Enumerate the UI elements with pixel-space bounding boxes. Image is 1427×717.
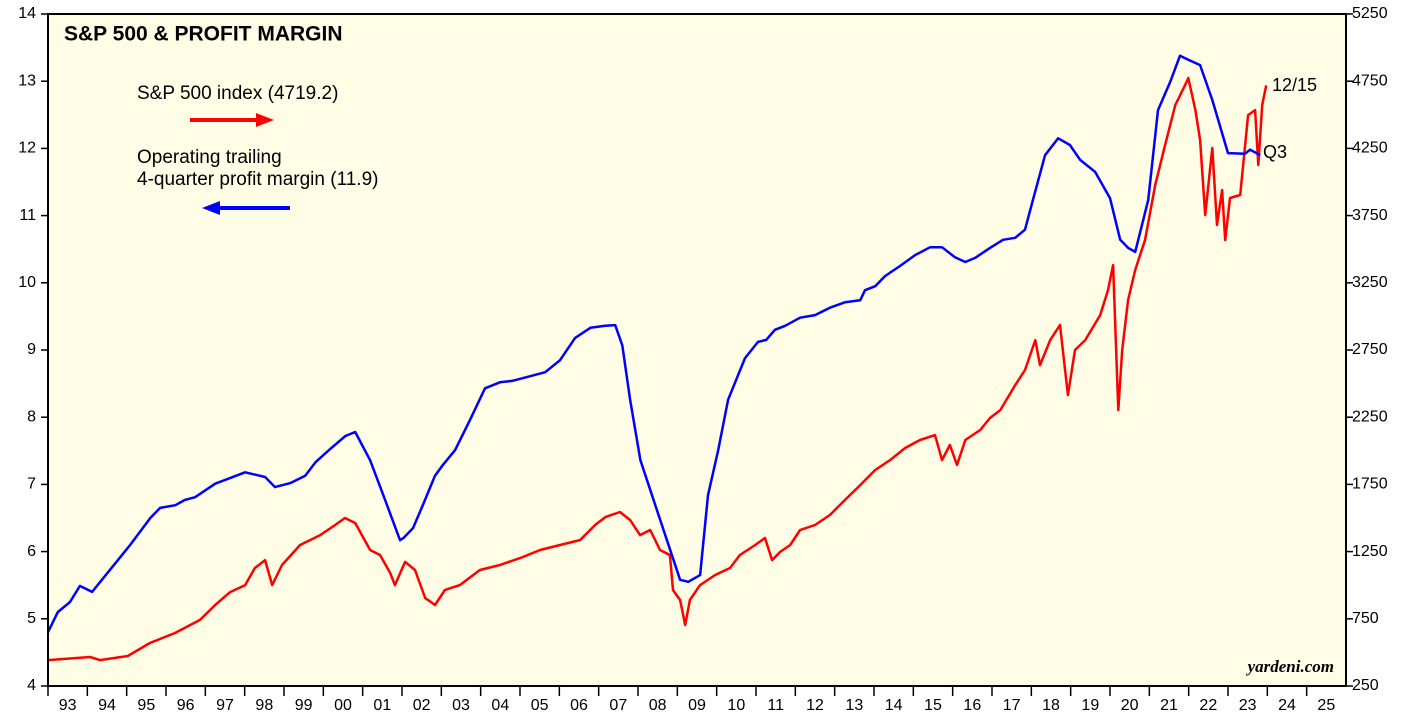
x-tick-label: 06 [570, 697, 588, 714]
x-tick-label: 17 [1003, 697, 1021, 714]
x-tick-label: 21 [1160, 697, 1178, 714]
y2-tick-label: 750 [1352, 610, 1379, 627]
y-tick-label: 14 [18, 5, 36, 22]
x-tick-label: 10 [727, 697, 745, 714]
y2-tick-label: 5250 [1352, 5, 1388, 22]
x-tick-label: 23 [1239, 697, 1257, 714]
chart-title: S&P 500 & PROFIT MARGIN [64, 23, 343, 46]
x-tick-label: 18 [1042, 697, 1060, 714]
x-tick-label: 22 [1199, 697, 1217, 714]
x-tick-label: 95 [137, 697, 155, 714]
y2-tick-label: 3250 [1352, 274, 1388, 291]
y2-tick-label: 4750 [1352, 72, 1388, 89]
x-tick-label: 09 [688, 697, 706, 714]
y-tick-label: 9 [27, 341, 36, 358]
series-line [46, 54, 1261, 633]
end-label-sp500: 12/15 [1272, 75, 1317, 95]
y2-tick-label: 250 [1352, 677, 1379, 694]
y2-tick-label: 3750 [1352, 207, 1388, 224]
x-tick-label: 00 [334, 697, 352, 714]
x-tick-label: 13 [845, 697, 863, 714]
y-tick-label: 4 [27, 677, 36, 694]
x-tick-label: 07 [609, 697, 627, 714]
x-tick-label: 94 [98, 697, 116, 714]
y-tick-label: 12 [18, 140, 36, 157]
plot-border [47, 13, 1347, 687]
source: yardeni.com [1246, 657, 1334, 676]
legend-arrow-sp500-head [256, 113, 274, 127]
y-tick-label: 11 [19, 207, 36, 224]
y2-tick-label: 1750 [1352, 476, 1388, 493]
y-tick-label: 7 [27, 476, 36, 493]
x-tick-label: 20 [1121, 697, 1139, 714]
x-tick-label: 16 [963, 697, 981, 714]
legend-arrow-margin-head [202, 201, 220, 215]
x-tick-label: 11 [767, 697, 784, 714]
x-tick-label: 02 [413, 697, 431, 714]
y-tick-label: 6 [27, 543, 36, 560]
y-tick-label: 5 [27, 610, 36, 627]
legend-sp500: S&P 500 index (4719.2) [137, 83, 339, 104]
series-line [47, 76, 1268, 662]
plot-area [48, 14, 1346, 686]
x-tick-label: 15 [924, 697, 942, 714]
x-tick-label: 14 [885, 697, 903, 714]
y-tick-label: 8 [27, 408, 36, 425]
x-tick-label: 99 [295, 697, 313, 714]
x-tick-label: 01 [373, 697, 391, 714]
x-tick-label: 24 [1278, 697, 1296, 714]
legend-margin: Operating trailing 4-quarter profit marg… [137, 147, 379, 190]
y2-tick-label: 1250 [1352, 543, 1388, 560]
x-tick-label: 08 [649, 697, 667, 714]
y2-tick-label: 2250 [1352, 408, 1388, 425]
y2-tick-label: 4250 [1352, 140, 1388, 157]
x-tick-label: 93 [59, 697, 77, 714]
y-tick-label: 10 [18, 274, 36, 291]
y-tick-label: 13 [18, 72, 36, 89]
x-tick-label: 25 [1317, 697, 1335, 714]
x-tick-label: 05 [531, 697, 549, 714]
y2-tick-label: 2750 [1352, 341, 1388, 358]
x-tick-label: 98 [255, 697, 273, 714]
x-tick-label: 97 [216, 697, 234, 714]
x-tick-label: 03 [452, 697, 470, 714]
end-label-margin: Q3 [1263, 142, 1287, 162]
x-tick-label: 19 [1081, 697, 1099, 714]
x-tick-label: 96 [177, 697, 195, 714]
x-tick-label: 04 [491, 697, 509, 714]
x-tick-label: 12 [806, 697, 824, 714]
